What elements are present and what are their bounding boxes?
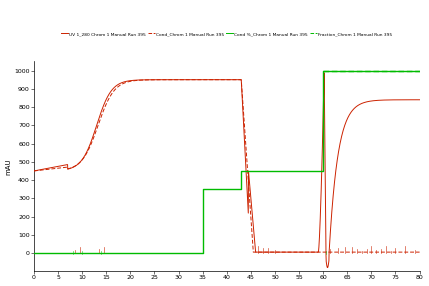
Y-axis label: mAU: mAU (6, 158, 12, 175)
Legend: UV 1_280 Chrom 1 Manual Run 395, Cond_Chrom 1 Manual Run 395, Cond %_Chrom 1 Man: UV 1_280 Chrom 1 Manual Run 395, Cond_Ch… (59, 30, 394, 38)
